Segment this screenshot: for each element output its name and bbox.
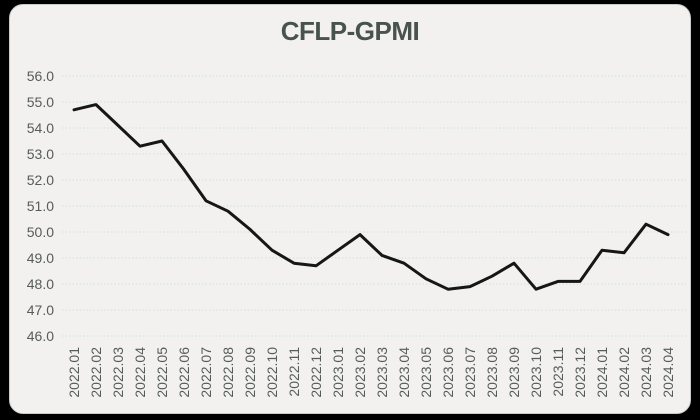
x-tick-label: 2022.12 — [308, 347, 324, 398]
y-tick-label: 47.0 — [27, 302, 54, 318]
x-tick-label: 2023.12 — [572, 347, 588, 398]
x-tick-label: 2023.01 — [330, 347, 346, 398]
y-tick-label: 48.0 — [27, 276, 54, 292]
x-tick-label: 2022.08 — [220, 347, 236, 398]
x-tick-label: 2024.02 — [616, 347, 632, 398]
x-tick-label: 2022.02 — [88, 347, 104, 398]
x-axis-labels-group: 2022.01 2022.02 2022.03 2022.04 2022.05 2022.… — [66, 347, 676, 398]
x-tick-label: 2024.01 — [594, 347, 610, 398]
x-tick-label: 2022.09 — [242, 347, 258, 398]
x-tick-label: 2023.10 — [528, 347, 544, 398]
y-tick-label: 50.0 — [27, 224, 54, 240]
y-tick-label: 55.0 — [27, 94, 54, 110]
y-tick-label: 56.0 — [27, 68, 54, 84]
y-axis-labels-group: 56.0 55.0 54.0 53.0 52.0 51.0 50.0 49.0 48.0 47.0… — [27, 68, 54, 344]
x-tick-label: 2024.03 — [638, 347, 654, 398]
y-tick-label: 53.0 — [27, 146, 54, 162]
x-tick-label: 2024.04 — [660, 347, 676, 398]
x-tick-label: 2023.06 — [440, 347, 456, 398]
x-tick-label: 2022.05 — [154, 347, 170, 398]
x-tick-label: 2023.02 — [352, 347, 368, 398]
x-tick-label: 2022.06 — [176, 347, 192, 398]
y-tick-label: 54.0 — [27, 120, 54, 136]
gridlines-group — [62, 75, 686, 337]
x-tick-label: 2023.05 — [418, 347, 434, 398]
x-tick-label: 2022.11 — [286, 347, 302, 397]
y-tick-label: 51.0 — [27, 198, 54, 214]
x-tick-label: 2022.04 — [132, 347, 148, 398]
y-tick-label: 52.0 — [27, 172, 54, 188]
y-tick-label: 46.0 — [27, 328, 54, 344]
y-tick-label: 49.0 — [27, 250, 54, 266]
x-tick-label: 2022.10 — [264, 347, 280, 398]
x-tick-label: 2023.09 — [506, 347, 522, 398]
x-tick-label: 2023.04 — [396, 347, 412, 398]
chart-title: CFLP-GPMI — [280, 16, 420, 46]
series-group — [72, 103, 670, 291]
data-line-cflp-gpmi — [72, 103, 670, 291]
x-tick-label: 2022.07 — [198, 347, 214, 398]
chart-card — [9, 4, 691, 414]
x-tick-label: 2023.11 — [550, 347, 566, 397]
x-tick-label: 2023.07 — [462, 347, 478, 398]
x-tick-label: 2022.01 — [66, 347, 82, 398]
x-tick-label: 2022.03 — [110, 347, 126, 398]
x-tick-label: 2023.08 — [484, 347, 500, 398]
x-tick-label: 2023.03 — [374, 347, 390, 398]
